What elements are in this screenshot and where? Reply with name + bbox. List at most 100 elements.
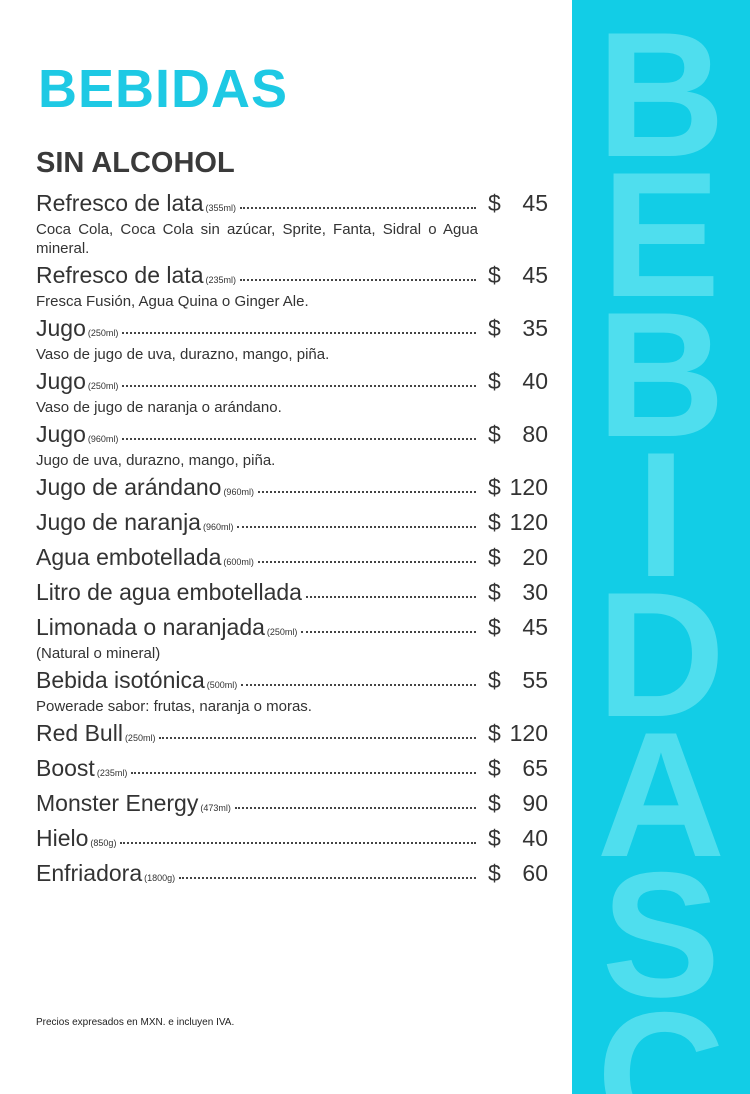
item-price: $30 [488, 579, 548, 606]
item-row: Jugo (250ml) $40 [36, 368, 548, 400]
currency: $ [488, 825, 501, 851]
amount: 30 [522, 579, 548, 605]
amount: 20 [522, 544, 548, 570]
item-row: Refresco de lata (355ml) $45 [36, 190, 548, 222]
item-name: Bebida isotónica [36, 667, 205, 693]
leader-dots [257, 491, 476, 493]
menu-item: Litro de agua embotellada $30 [36, 579, 548, 611]
item-name: Jugo [36, 315, 86, 341]
item-name: Monster Energy [36, 790, 199, 816]
amount: 45 [522, 190, 548, 216]
leader-dots [301, 631, 476, 633]
leader-dots [234, 807, 476, 809]
item-list: Refresco de lata (355ml) $45 Coca Cola, Coc… [36, 190, 548, 895]
menu-item: Jugo (250ml) $40 Vaso de jugo de naranja o … [36, 368, 548, 417]
item-size: (600ml) [223, 557, 254, 567]
menu-item: Refresco de lata (235ml) $45 Fresca Fusión,… [36, 262, 548, 311]
sidebar-letter: B [596, 0, 726, 194]
item-row: Jugo (250ml) $35 [36, 315, 548, 347]
menu-item: Bebida isotónica (500ml) $55 Powerade sabor… [36, 667, 548, 716]
leader-dots [122, 332, 476, 334]
item-row: Limonada o naranjada (250ml) $45 [36, 614, 548, 646]
item-price: $45 [488, 614, 548, 641]
section-title: SIN ALCOHOL [36, 147, 235, 179]
menu-item: Jugo (960ml) $80 Jugo de uva, durazno, mang… [36, 421, 548, 470]
currency: $ [488, 755, 501, 781]
item-row: Boost (235ml) $65 [36, 755, 548, 787]
item-price: $80 [488, 421, 548, 448]
item-name: Boost [36, 755, 95, 781]
title: BEBIDAS [38, 59, 289, 119]
currency: $ [488, 421, 501, 447]
item-row: Agua embotellada (600ml) $20 [36, 544, 548, 576]
item-row: Monster Energy (473ml) $90 [36, 790, 548, 822]
item-row: Litro de agua embotellada $30 [36, 579, 548, 611]
menu-item: Red Bull (250ml) $120 [36, 720, 548, 752]
item-size: (250ml) [266, 627, 298, 637]
sidebar-letter: E [601, 135, 721, 334]
item-description: Powerade sabor: frutas, naranja o moras. [36, 698, 312, 715]
item-size: (960ml) [87, 434, 119, 444]
amount: 120 [509, 474, 548, 500]
amount: 80 [522, 421, 548, 447]
currency: $ [488, 790, 501, 816]
leader-dots [122, 385, 476, 387]
menu-item: Enfriadora (1800g) $60 [36, 860, 548, 892]
amount: 40 [522, 368, 548, 394]
sidebar-letter: S [601, 835, 721, 1034]
item-size: (235ml) [205, 275, 236, 285]
menu-item: Limonada o naranjada (250ml) $45 (Natural o… [36, 614, 548, 663]
currency: $ [488, 315, 501, 341]
item-price: $120 [488, 720, 548, 747]
amount: 45 [522, 262, 548, 288]
currency: $ [488, 614, 501, 640]
item-size: (473ml) [200, 803, 231, 813]
item-price: $35 [488, 315, 548, 342]
menu-item: Jugo de arándano (960ml) $120 [36, 474, 548, 506]
item-name: Enfriadora [36, 860, 143, 886]
currency: $ [488, 474, 501, 500]
leader-dots [240, 279, 476, 281]
menu-item: Jugo (250ml) $35 Vaso de jugo de uva, duraz… [36, 315, 548, 364]
currency: $ [488, 667, 501, 693]
item-size: (250ml) [87, 328, 119, 338]
menu-item: Jugo de naranja (960ml) $120 [36, 509, 548, 541]
amount: 40 [522, 825, 548, 851]
amount: 55 [522, 667, 548, 693]
sidebar-letter: B [596, 275, 726, 474]
amount: 35 [522, 315, 548, 341]
footnote: Precios expresados en MXN. e incluyen IV… [36, 1017, 235, 1028]
item-size: (235ml) [96, 768, 128, 778]
amount: 60 [522, 860, 548, 886]
item-price: $40 [488, 368, 548, 395]
item-name: Litro de agua embotellada [36, 579, 302, 605]
currency: $ [488, 368, 501, 394]
currency: $ [488, 190, 501, 216]
currency: $ [488, 579, 501, 605]
item-name: Refresco de lata [36, 190, 204, 216]
item-description: Vaso de jugo de naranja o arándano. [36, 399, 282, 416]
item-description: Coca Cola, Coca Cola sin azúcar, Sprite,… [36, 221, 478, 257]
sidebar-letter: I [636, 415, 686, 614]
leader-dots [159, 737, 476, 739]
item-row: Enfriadora (1800g) $60 [36, 860, 548, 892]
item-name: Jugo [36, 421, 86, 447]
menu-item: Monster Energy (473ml) $90 [36, 790, 548, 822]
item-size: (500ml) [206, 680, 238, 690]
menu-item: Boost (235ml) $65 [36, 755, 548, 787]
item-name: Hielo [36, 825, 89, 851]
item-description: Jugo de uva, durazno, mango, piña. [36, 452, 276, 469]
item-size: (960ml) [202, 522, 234, 532]
item-description: (Natural o mineral) [36, 645, 161, 662]
sidebar-letter: C [596, 975, 726, 1094]
menu-item: Hielo (850g) $40 [36, 825, 548, 857]
item-price: $120 [488, 509, 548, 536]
leader-dots [122, 438, 476, 440]
leader-dots [240, 207, 476, 209]
amount: 120 [509, 509, 548, 535]
item-name: Jugo [36, 368, 86, 394]
item-price: $60 [488, 860, 548, 887]
item-size: (1800g) [144, 873, 176, 883]
